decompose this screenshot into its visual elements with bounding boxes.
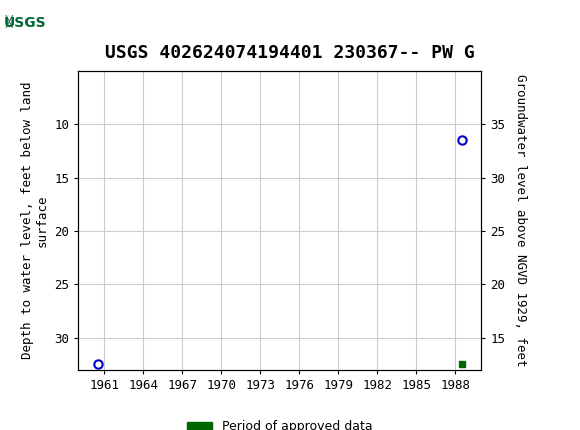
Text: USGS: USGS <box>3 15 46 30</box>
Text: ╳: ╳ <box>5 14 12 27</box>
Legend: Period of approved data: Period of approved data <box>182 415 378 430</box>
Text: USGS 402624074194401 230367-- PW G: USGS 402624074194401 230367-- PW G <box>105 44 475 62</box>
FancyBboxPatch shape <box>5 3 45 42</box>
Y-axis label: Groundwater level above NGVD 1929, feet: Groundwater level above NGVD 1929, feet <box>514 74 527 367</box>
Y-axis label: Depth to water level, feet below land
surface: Depth to water level, feet below land su… <box>21 82 49 359</box>
